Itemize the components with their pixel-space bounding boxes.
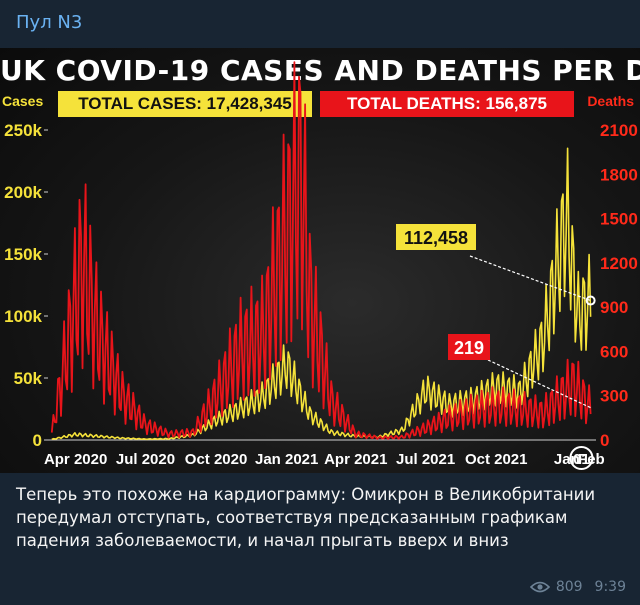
cases-callout-label: 112,458 [404, 228, 468, 248]
y2-tick-label: 1500 [600, 210, 638, 229]
y2-tick-label: 1200 [600, 254, 638, 273]
x-tick-label: Oct 2021 [465, 451, 528, 468]
total-deaths-badge: TOTAL DEATHS: 156,875 [320, 91, 574, 117]
y2-tick-label: 1800 [600, 165, 638, 184]
chart-image[interactable]: UK COVID-19 CASES AND DEATHS PER DAY Cas… [0, 48, 640, 473]
chart-background [0, 48, 640, 473]
deaths-series-line [50, 61, 592, 440]
y2-tick-label: 0 [600, 431, 609, 450]
chart-plot: 0 50k 100k 150k 200k 250k 0 300 600 900 1200 1500 18… [4, 61, 638, 470]
y-axis-label-deaths: Deaths [587, 93, 634, 109]
message-text: Теперь это похоже на кардиограмму: Омикр… [16, 485, 596, 550]
deaths-callout-label: 219 [454, 338, 484, 358]
y2-tick-label: 900 [600, 298, 628, 317]
cases-latest-marker [585, 295, 596, 306]
y2-tick-label: 600 [600, 342, 628, 361]
y-tick-label: 100k [4, 307, 42, 326]
x-tick-label: Apr 2021 [324, 451, 387, 468]
views-eye-icon [529, 581, 550, 593]
views-count: 809 [555, 579, 583, 595]
y2-tick-label: 2100 [600, 121, 638, 140]
cases-series-line [51, 147, 592, 441]
message-time: 9:39 [594, 579, 626, 595]
x-tick-label: Jan [554, 451, 580, 468]
channel-name[interactable]: Пул N3 [16, 12, 83, 33]
deaths-callout-pointer [487, 359, 591, 409]
y-axis-label-cases: Cases [2, 93, 44, 109]
x-tick-label: Jul 2021 [396, 451, 455, 468]
y-tick-label: 150k [4, 245, 42, 264]
x-tick-label: Jul 2020 [116, 451, 175, 468]
y-tick-label: 250k [4, 121, 42, 140]
y-tick-label: 0 [33, 431, 42, 450]
y-tick-label: 200k [4, 183, 42, 202]
x-tick-label: 01 [573, 451, 590, 468]
message-meta: 809 9:39 [529, 579, 626, 595]
y2-tick-label: 300 [600, 387, 628, 406]
deaths-callout-box [448, 334, 490, 360]
x-tick-label: Oct 2020 [185, 451, 248, 468]
x-tick-label: Jan 2021 [255, 451, 318, 468]
cases-callout-pointer [469, 255, 591, 302]
date-highlight-circle [569, 446, 594, 470]
y-tick-label: 50k [14, 369, 43, 388]
total-cases-badge: TOTAL CASES: 17,428,345 [58, 91, 312, 117]
cases-callout-box [396, 224, 476, 250]
x-tick-label: Apr 2020 [44, 451, 107, 468]
chart-title: UK COVID-19 CASES AND DEATHS PER DAY [0, 54, 640, 87]
